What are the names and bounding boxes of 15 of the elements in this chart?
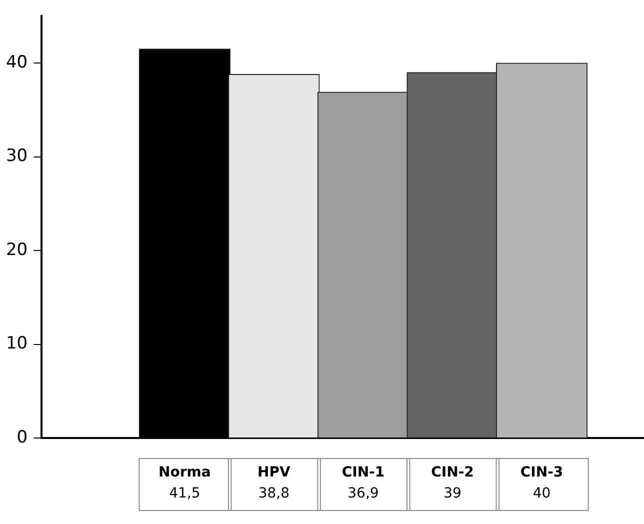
y-tick-label: 10 bbox=[6, 334, 28, 354]
data-label: 40 bbox=[532, 486, 551, 502]
x-tick-label: HPV bbox=[258, 464, 291, 481]
data-label: 36,9 bbox=[348, 486, 379, 502]
y-tick-label: 20 bbox=[6, 240, 28, 260]
x-tick-label: CIN-3 bbox=[520, 464, 564, 481]
y-tick-label: 0 bbox=[16, 427, 28, 448]
x-tick-label: CIN-2 bbox=[431, 464, 474, 481]
x-tick-label: Norma bbox=[158, 464, 211, 481]
data-label: 38,8 bbox=[258, 486, 290, 502]
data-label: 41,5 bbox=[169, 486, 200, 502]
y-tick-label: 30 bbox=[6, 146, 28, 166]
x-tick-label: CIN-1 bbox=[342, 464, 385, 481]
y-tick-label: 40 bbox=[6, 52, 28, 72]
data-label: 39 bbox=[444, 486, 462, 502]
